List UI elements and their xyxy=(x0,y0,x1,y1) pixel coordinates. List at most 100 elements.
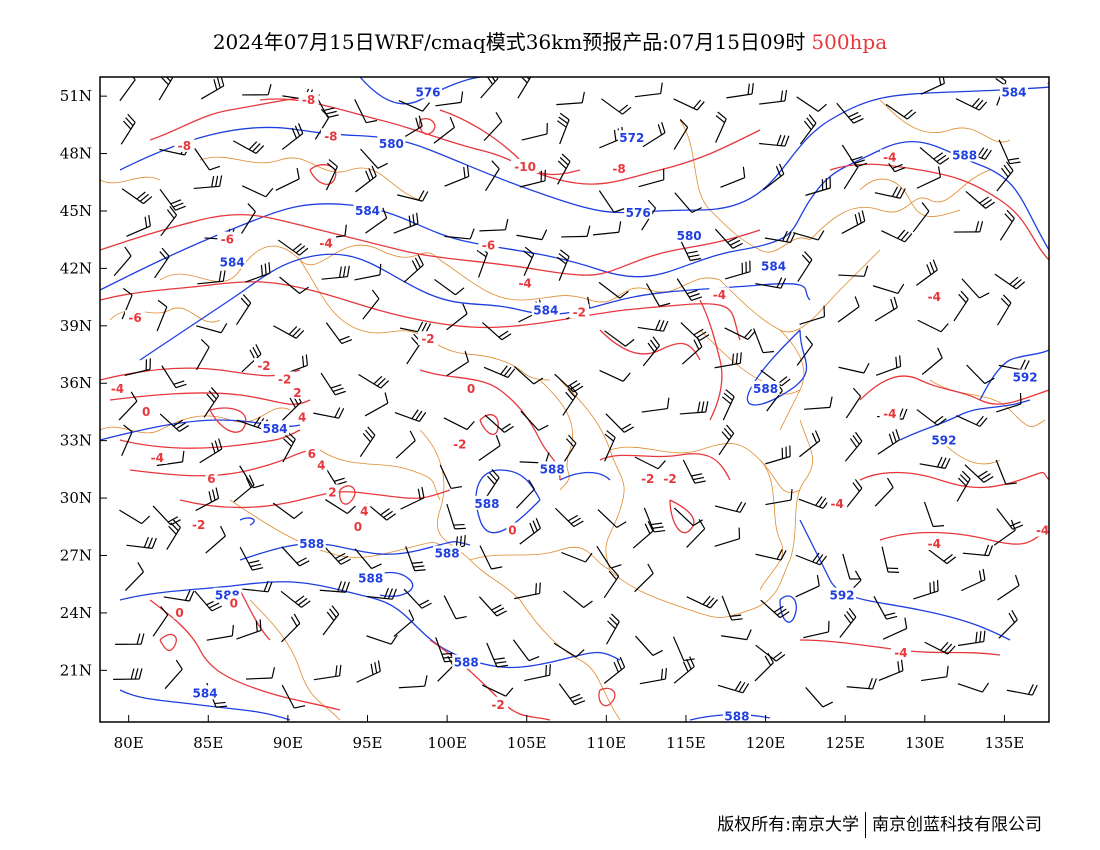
wind-barb xyxy=(483,365,516,379)
height-label: 584 xyxy=(220,256,245,270)
temperature-label: 4 xyxy=(317,459,325,473)
wind-barb xyxy=(755,644,786,662)
temperature-label-bg xyxy=(107,380,128,395)
wind-barb xyxy=(680,322,710,341)
wind-barb xyxy=(556,249,570,281)
wind-barb xyxy=(674,192,702,213)
wind-barb xyxy=(634,456,666,470)
height-label: 572 xyxy=(619,131,644,145)
temperature-label-bg xyxy=(320,128,341,143)
wind-barb xyxy=(281,684,306,709)
wind-barb xyxy=(159,188,186,211)
wind-barb xyxy=(721,389,735,421)
wind-barb xyxy=(805,176,831,196)
height-label-bg xyxy=(828,587,857,602)
temperature-label: -4 xyxy=(928,290,941,304)
wind-barb xyxy=(195,487,220,512)
wind-barb xyxy=(682,459,706,484)
lat-tick-label: 24N xyxy=(60,604,92,622)
temperature-label-bg xyxy=(449,436,470,451)
wind-barb xyxy=(366,634,398,645)
wind-barb xyxy=(994,273,1026,290)
temperature-label-bg xyxy=(188,516,209,531)
temperature-label-bg xyxy=(174,137,195,152)
wind-barb xyxy=(366,502,396,521)
lon-tick-label: 95E xyxy=(352,734,382,752)
wind-barb xyxy=(124,562,144,591)
wind-barb xyxy=(166,519,181,550)
wind-barb xyxy=(874,477,894,507)
temperature-label-bg xyxy=(488,696,509,711)
wind-barb xyxy=(197,270,226,285)
wind-barb xyxy=(634,82,663,98)
wind-barb xyxy=(239,465,265,489)
height-label: 588 xyxy=(952,148,977,162)
wind-barb xyxy=(641,199,657,231)
lon-tick-label: 125E xyxy=(825,734,865,752)
wind-barb xyxy=(753,328,775,354)
lat-tick-label: 39N xyxy=(60,317,92,335)
wind-barb xyxy=(242,84,272,96)
map-frame xyxy=(99,76,1050,723)
wind-barb xyxy=(592,221,622,236)
wind-barb xyxy=(924,641,956,655)
temperature-label-bg xyxy=(1032,522,1049,537)
wind-barb xyxy=(837,296,860,323)
wind-barb xyxy=(366,587,397,600)
wind-barb xyxy=(119,77,136,102)
wind-barb xyxy=(325,499,356,515)
wind-barb xyxy=(921,665,949,682)
wind-barb xyxy=(397,190,429,202)
wind-barb xyxy=(200,77,225,100)
lon-tick-label: 85E xyxy=(193,734,223,752)
height-label: 592 xyxy=(1013,370,1038,384)
wind-barb xyxy=(606,613,620,645)
height-label-bg xyxy=(377,135,406,150)
wind-barb xyxy=(433,116,456,144)
wind-barb xyxy=(724,260,751,280)
wind-barb xyxy=(113,246,132,277)
temperature-label-bg xyxy=(227,595,240,610)
wind-barb xyxy=(354,548,382,570)
wind-barb xyxy=(796,335,814,366)
wind-barb xyxy=(764,230,796,244)
wind-barb xyxy=(279,276,309,295)
temperature-label: -6 xyxy=(221,233,234,247)
wind-barb xyxy=(516,229,548,241)
temperature-label: -8 xyxy=(302,93,315,107)
wind-barb xyxy=(839,607,857,638)
height-label: 584 xyxy=(1001,85,1026,99)
height-label-bg xyxy=(624,204,653,219)
wind-barb xyxy=(845,479,863,509)
wind-barb xyxy=(923,501,945,528)
temperature-label: 0 xyxy=(508,524,516,538)
lat-tick-label: 36N xyxy=(60,374,92,392)
height-label-bg xyxy=(191,685,220,700)
wind-barb xyxy=(605,413,635,433)
wind-barb xyxy=(798,496,831,509)
wind-barb xyxy=(365,207,388,234)
wind-barb xyxy=(394,409,427,422)
wind-barb xyxy=(639,668,667,685)
wind-barb xyxy=(313,407,345,419)
wind-barb xyxy=(398,675,428,689)
wind-barb xyxy=(121,424,133,456)
wind-barb xyxy=(846,678,877,690)
temperature-label-bg xyxy=(205,470,218,485)
wind-barb xyxy=(558,683,586,706)
wind-barb xyxy=(765,445,791,465)
wind-barb xyxy=(726,82,754,99)
temperature-label-bg xyxy=(217,231,238,246)
temperature-label: -4 xyxy=(1036,524,1049,538)
wind-barb xyxy=(872,283,905,294)
wind-barb xyxy=(634,563,654,593)
wind-barb xyxy=(673,656,695,684)
lat-tick-label: 51N xyxy=(60,87,92,105)
temperature-label: 0 xyxy=(175,606,183,620)
wind-barb xyxy=(400,486,425,510)
wind-barb xyxy=(325,159,338,191)
wind-barb xyxy=(673,119,689,150)
wind-barb xyxy=(842,553,861,580)
wind-barb xyxy=(519,169,546,188)
wind-barb xyxy=(912,202,930,233)
